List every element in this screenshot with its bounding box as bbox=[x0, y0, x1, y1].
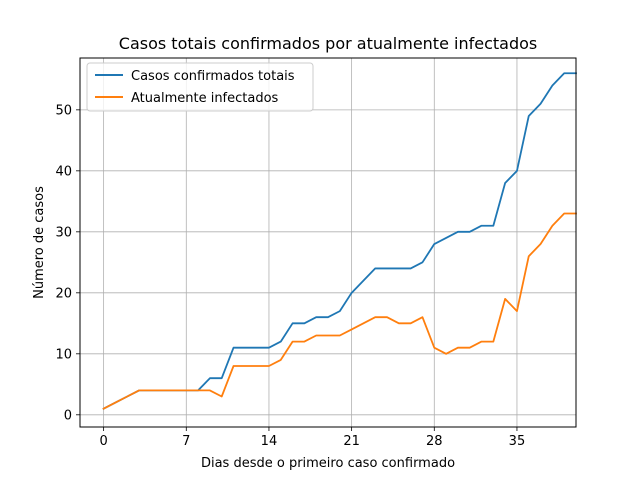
y-tick-label: 40 bbox=[55, 164, 72, 179]
x-tick-label: 0 bbox=[99, 434, 107, 449]
legend: Casos confirmados totais Atualmente infe… bbox=[86, 62, 314, 112]
legend-box bbox=[86, 62, 314, 112]
legend-label-total-confirmed: Casos confirmados totais bbox=[131, 69, 295, 84]
x-axis-label: Dias desde o primeiro caso confirmado bbox=[201, 456, 455, 471]
x-axis-ticks: 0 7 14 21 28 35 bbox=[99, 427, 525, 449]
y-axis-label: Número de casos bbox=[32, 186, 47, 299]
series-line-currently-infected bbox=[102, 212, 577, 410]
y-tick-label: 10 bbox=[55, 347, 72, 362]
y-tick-label: 50 bbox=[55, 103, 72, 118]
x-tick-label: 14 bbox=[261, 434, 278, 449]
x-tick-label: 28 bbox=[426, 434, 443, 449]
x-tick-label: 7 bbox=[182, 434, 190, 449]
y-axis-ticks: 0 10 20 30 40 50 bbox=[55, 103, 80, 423]
y-tick-label: 0 bbox=[64, 408, 72, 423]
grid bbox=[80, 58, 576, 427]
y-tick-label: 20 bbox=[55, 286, 72, 301]
plot-area-frame bbox=[79, 57, 577, 428]
series-lines bbox=[102, 72, 577, 410]
chart-title: Casos totais confirmados por atualmente … bbox=[119, 34, 537, 53]
x-tick-label: 35 bbox=[509, 434, 526, 449]
series-line-total-confirmed bbox=[102, 72, 577, 410]
legend-label-currently-infected: Atualmente infectados bbox=[131, 91, 279, 106]
y-tick-label: 30 bbox=[55, 225, 72, 240]
x-tick-label: 21 bbox=[343, 434, 360, 449]
